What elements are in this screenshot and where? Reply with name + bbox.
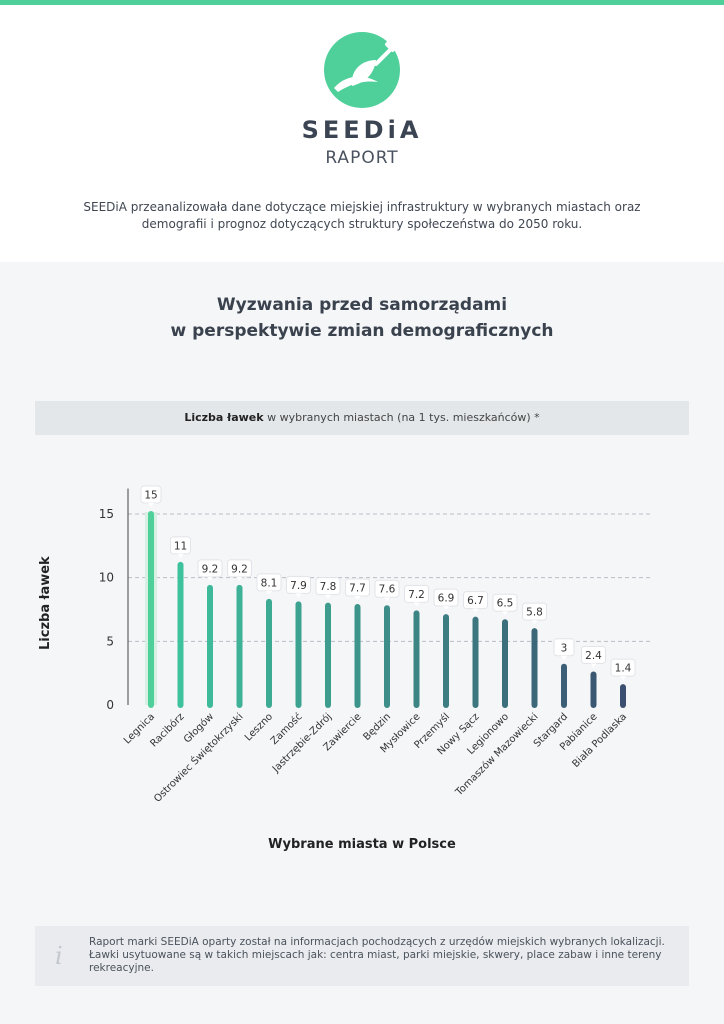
y-tick-label: 10 xyxy=(99,571,114,585)
content-panel xyxy=(0,262,724,1024)
data-label: 6.7 xyxy=(467,595,484,607)
data-label: 3 xyxy=(561,642,568,654)
value-bubble-pointer xyxy=(384,597,390,602)
data-label: 7.6 xyxy=(379,584,396,596)
intro-text: SEEDiA przeanalizowała dane dotyczące mi… xyxy=(83,200,641,231)
value-bubble-pointer xyxy=(177,553,184,558)
data-label: 7.7 xyxy=(349,582,366,594)
data-label: 7.9 xyxy=(290,580,307,592)
value-bubble-pointer xyxy=(236,576,243,581)
value-bubble-pointer xyxy=(354,595,361,600)
value-bubble-pointer xyxy=(148,503,154,507)
y-tick-label: 15 xyxy=(99,507,114,521)
chart-caption-box: Liczba ławek w wybranych miastach (na 1 … xyxy=(35,401,689,435)
brand-name: SEEDiA xyxy=(301,116,423,144)
x-tick-label: Biała Podlaska xyxy=(570,711,629,770)
value-bubble xyxy=(463,591,488,610)
footnote-text: Raport marki SEEDiA oparty został na inf… xyxy=(89,936,665,974)
data-label: 2.4 xyxy=(585,650,602,662)
footnote-box: i Raport marki SEEDiA oparty został na i… xyxy=(35,926,689,986)
value-bubble-pointer xyxy=(620,676,626,681)
value-bubble-pointer xyxy=(590,663,597,668)
y-tick-label: 0 xyxy=(106,698,114,712)
y-axis-label: Liczba ławek xyxy=(38,556,53,650)
chart-caption: Liczba ławek w wybranych miastach (na 1 … xyxy=(35,411,689,424)
value-bubble-pointer xyxy=(266,590,272,595)
value-bubble-pointer xyxy=(561,655,567,660)
value-bubble-pointer xyxy=(325,594,331,599)
data-label: 8.1 xyxy=(261,577,278,589)
bar-chart: 05101515Legnica11Racibórz9.2Głogów9.2Ost… xyxy=(99,485,650,805)
value-bubble xyxy=(256,573,282,592)
value-bubble-pointer xyxy=(531,620,538,625)
data-label: 7.2 xyxy=(408,589,425,601)
section-title-line2: w perspektywie zmian demograficznych xyxy=(170,321,554,341)
value-bubble-pointer xyxy=(207,576,213,581)
brand-subtitle: RAPORT xyxy=(325,148,399,168)
data-label: 11 xyxy=(174,540,187,552)
data-label: 6.9 xyxy=(438,593,455,605)
value-bubble-pointer xyxy=(472,608,479,613)
value-bubble-pointer xyxy=(443,606,449,611)
top-accent-bar xyxy=(0,0,724,5)
x-axis-label: Wybrane miasta w Polsce xyxy=(268,837,456,852)
y-tick-label: 5 xyxy=(106,634,114,648)
value-bubble-pointer xyxy=(413,602,420,607)
seedia-logo-icon xyxy=(324,32,400,108)
chart-caption-bold: Liczba ławek xyxy=(184,411,264,424)
data-label: 6.5 xyxy=(497,598,514,610)
data-label: 1.4 xyxy=(615,663,632,675)
section-title: Wyzwania przed samorządami w perspektywi… xyxy=(0,292,724,344)
data-label: 5.8 xyxy=(526,607,543,619)
section-title-line1: Wyzwania przed samorządami xyxy=(216,295,508,315)
data-label: 7.8 xyxy=(320,581,337,593)
value-bubble-pointer xyxy=(295,593,302,598)
value-bubble-pointer xyxy=(502,611,508,616)
data-label: 9.2 xyxy=(202,563,219,575)
info-icon: i xyxy=(55,942,63,970)
chart-caption-rest: w wybranych miastach (na 1 tys. mieszkań… xyxy=(263,411,540,424)
data-label: 9.2 xyxy=(231,563,248,575)
value-bubble xyxy=(553,638,575,657)
data-label: 15 xyxy=(144,490,157,502)
